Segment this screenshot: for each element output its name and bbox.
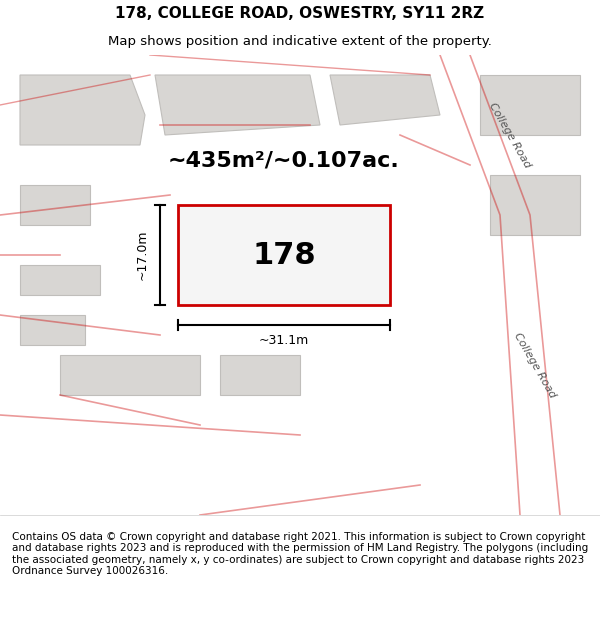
Text: 178, COLLEGE ROAD, OSWESTRY, SY11 2RZ: 178, COLLEGE ROAD, OSWESTRY, SY11 2RZ — [115, 6, 485, 21]
Polygon shape — [20, 185, 90, 225]
Polygon shape — [20, 75, 145, 145]
Text: Contains OS data © Crown copyright and database right 2021. This information is : Contains OS data © Crown copyright and d… — [12, 531, 588, 576]
Text: Map shows position and indicative extent of the property.: Map shows position and indicative extent… — [108, 35, 492, 48]
Polygon shape — [480, 75, 580, 135]
Text: ~17.0m: ~17.0m — [136, 230, 149, 280]
Text: College Road: College Road — [487, 101, 533, 169]
Text: College Road: College Road — [512, 331, 558, 399]
Text: 178: 178 — [252, 241, 316, 269]
Text: ~31.1m: ~31.1m — [259, 334, 309, 346]
Polygon shape — [20, 315, 85, 345]
Polygon shape — [60, 355, 200, 395]
Polygon shape — [330, 75, 440, 125]
Polygon shape — [155, 75, 320, 135]
Text: ~435m²/~0.107ac.: ~435m²/~0.107ac. — [168, 150, 400, 170]
Polygon shape — [20, 265, 100, 295]
Polygon shape — [220, 355, 300, 395]
Polygon shape — [490, 175, 580, 235]
Polygon shape — [178, 205, 390, 305]
